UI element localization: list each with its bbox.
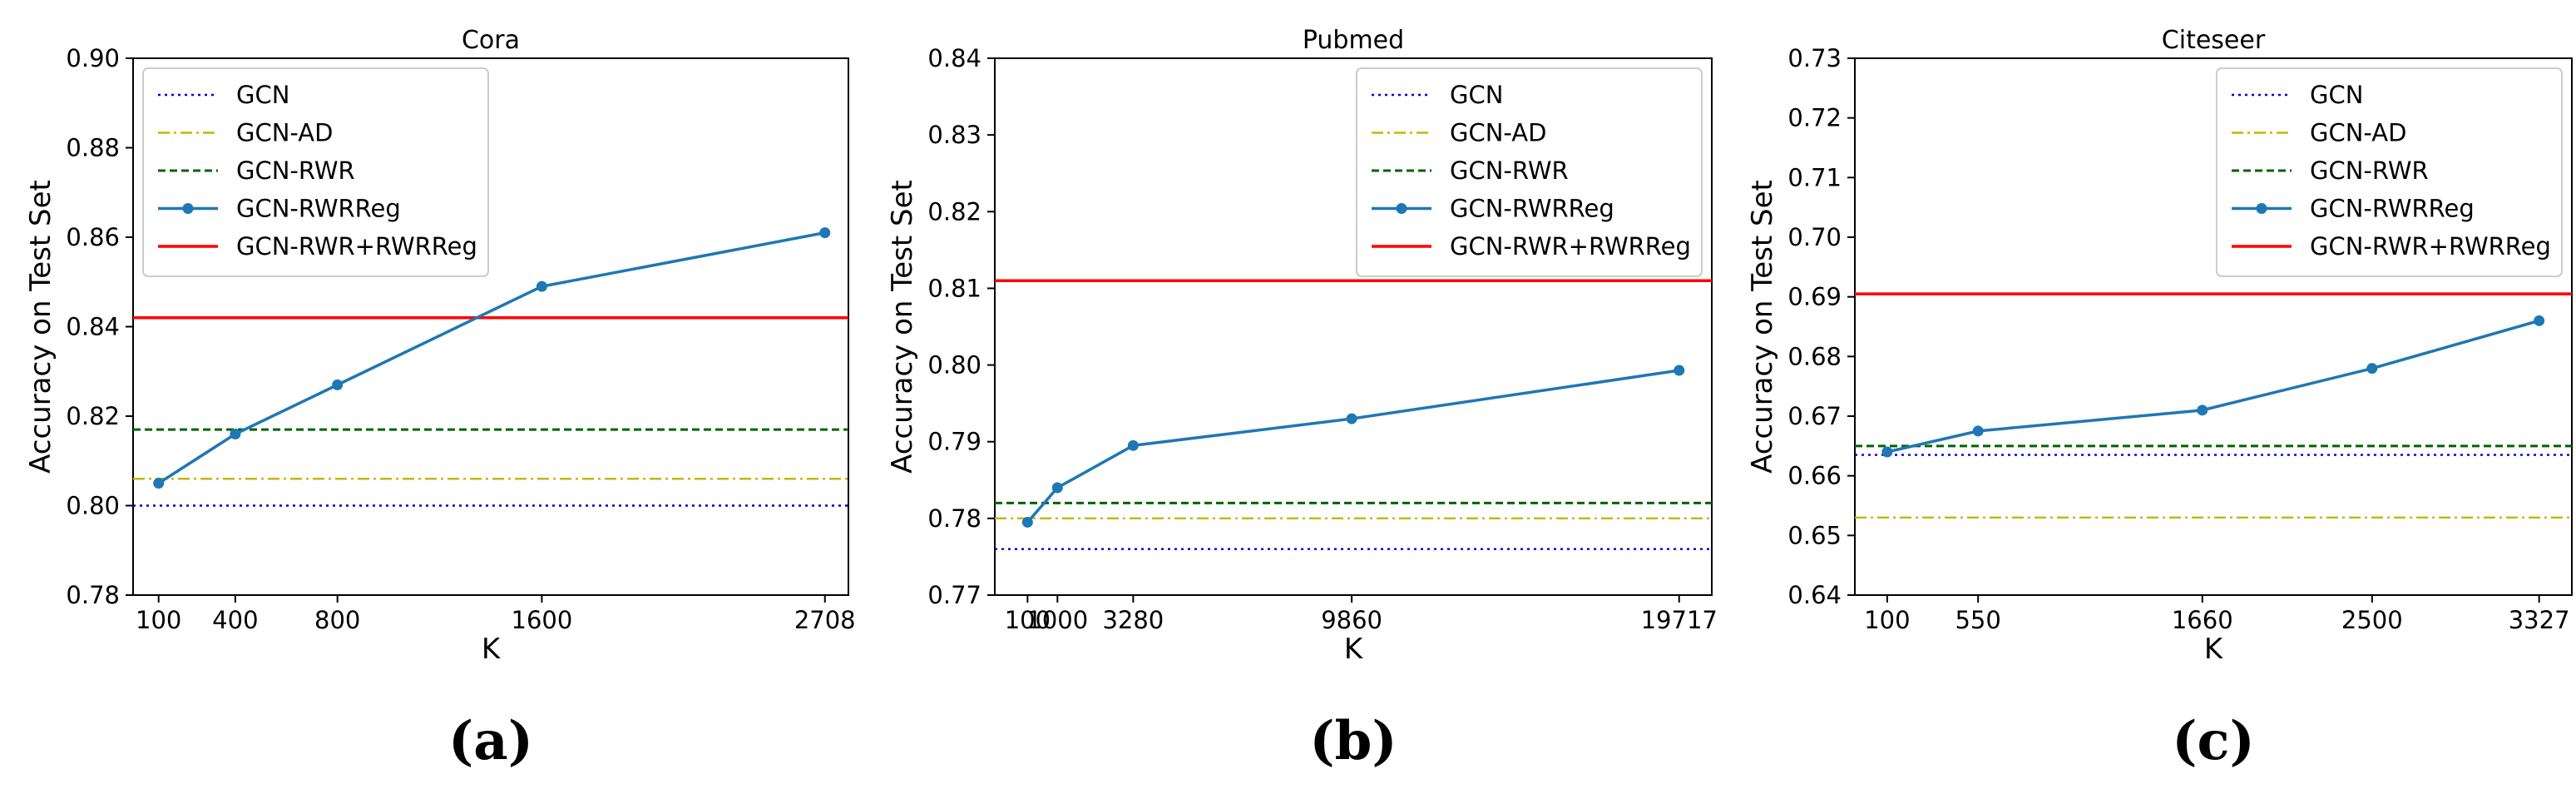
y-tick-label: 0.78 — [66, 581, 120, 609]
legend: GCN GCN-AD GCN-RWR GCN-RWRReg GCN-RWR+RWRReg — [2216, 67, 2563, 277]
legend-label: GCN-RWR+RWRReg — [2310, 232, 2551, 261]
legend-label: GCN-AD — [236, 119, 333, 147]
legend-label: GCN-RWR — [2310, 156, 2429, 185]
data-point — [2366, 363, 2378, 375]
y-tick-label: 0.71 — [1787, 163, 1842, 191]
chart-title: Cora — [462, 26, 520, 55]
x-tick-label: 2708 — [794, 606, 856, 634]
y-axis-label: Accuracy on Test Set — [1746, 180, 1779, 474]
y-tick-label: 0.86 — [66, 223, 120, 251]
legend-label: GCN-AD — [2310, 119, 2406, 147]
x-tick-label: 1000 — [1026, 606, 1088, 634]
data-point — [2197, 404, 2208, 416]
x-tick-label: 1660 — [2172, 606, 2233, 634]
legend-label: GCN-RWRReg — [1450, 195, 1614, 223]
subfigure-caption: (b) — [1309, 710, 1397, 772]
data-point — [1674, 365, 1685, 376]
legend-box — [1356, 67, 1703, 277]
legend-label: GCN-RWRReg — [236, 195, 401, 223]
y-tick-label: 0.84 — [927, 44, 981, 72]
data-point — [1346, 413, 1357, 424]
y-tick-label: 0.83 — [927, 121, 981, 149]
x-tick-label: 100 — [1864, 606, 1910, 634]
y-tick-label: 0.67 — [1787, 402, 1842, 430]
data-point — [1021, 516, 1033, 528]
y-tick-label: 0.81 — [927, 274, 981, 302]
legend-label: GCN-RWR — [236, 156, 355, 185]
x-tick-label: 3280 — [1102, 606, 1164, 634]
y-tick-label: 0.90 — [66, 44, 120, 72]
x-axis-label: K — [482, 633, 502, 666]
data-point — [1972, 425, 1984, 437]
data-point — [1051, 482, 1063, 494]
legend-label: GCN-AD — [1450, 119, 1546, 147]
x-axis-label: K — [2204, 633, 2224, 666]
x-tick-label: 550 — [1955, 606, 2000, 634]
y-tick-label: 0.88 — [66, 134, 120, 162]
legend-label: GCN-RWRReg — [2310, 195, 2475, 223]
y-tick-label: 0.78 — [927, 504, 981, 533]
chart-title: Pubmed — [1303, 26, 1404, 55]
legend-label: GCN — [1450, 81, 1503, 109]
legend-label: GCN-RWR+RWRReg — [1450, 232, 1691, 261]
chart-title: Citeseer — [2162, 26, 2266, 55]
y-tick-label: 0.84 — [66, 313, 120, 341]
y-tick-label: 0.79 — [927, 428, 981, 456]
y-tick-label: 0.69 — [1787, 283, 1842, 311]
data-point — [819, 227, 831, 239]
x-tick-label: 2500 — [2341, 606, 2403, 634]
legend-marker — [1396, 203, 1407, 214]
data-point — [153, 478, 165, 489]
x-tick-label: 100 — [136, 606, 181, 634]
x-tick-label: 800 — [314, 606, 360, 634]
y-tick-label: 0.73 — [1787, 44, 1842, 72]
y-axis-label: Accuracy on Test Set — [24, 180, 57, 474]
panel-cora: Cora 0.78 0.80 0.82 0.84 0.86 0.88 0.90 100 400 80… — [24, 26, 856, 772]
y-tick-label: 0.82 — [927, 197, 981, 226]
subfigure-caption: (c) — [2172, 710, 2255, 772]
legend-box — [142, 67, 489, 277]
legend-label: GCN-RWR — [1450, 156, 1569, 185]
y-axis-label: Accuracy on Test Set — [886, 180, 919, 474]
data-point — [230, 429, 241, 439]
x-tick-label: 400 — [212, 606, 258, 634]
legend-box — [2216, 67, 2563, 277]
legend-label: GCN — [236, 81, 289, 109]
y-tick-label: 0.80 — [927, 351, 981, 380]
data-point — [1881, 446, 1893, 458]
x-tick-label: 100 — [1005, 606, 1051, 634]
legend: GCN GCN-AD GCN-RWR GCN-RWRReg GCN-RWR+RWRReg — [1356, 67, 1703, 277]
x-tick-label: 3327 — [2509, 606, 2570, 634]
legend-marker — [182, 203, 194, 214]
x-tick-label: 19717 — [1641, 606, 1718, 634]
x-axis-label: K — [1344, 633, 1364, 666]
data-point — [1127, 439, 1139, 451]
legend-label: GCN-RWR+RWRReg — [236, 232, 477, 261]
y-tick-label: 0.72 — [1787, 104, 1842, 132]
y-tick-label: 0.64 — [1787, 581, 1842, 609]
x-tick-label: 9860 — [1321, 606, 1382, 634]
y-tick-label: 0.82 — [66, 402, 120, 430]
y-tick-label: 0.77 — [927, 581, 981, 609]
subfigure-caption: (a) — [448, 710, 533, 772]
x-tick-label: 1600 — [512, 606, 573, 634]
panel-pubmed: Pubmed 0.77 0.78 0.79 0.80 0.81 0.82 0.83 0.84 10… — [886, 26, 1718, 772]
data-point — [536, 280, 547, 292]
legend: GCN GCN-AD GCN-RWR GCN-RWRReg GCN-RWR+RWRReg — [142, 67, 489, 277]
data-point — [332, 379, 344, 390]
y-tick-label: 0.70 — [1787, 223, 1842, 251]
legend-label: GCN — [2310, 81, 2363, 109]
y-tick-label: 0.66 — [1787, 462, 1842, 490]
legend-marker — [2256, 203, 2267, 214]
panel-citeseer: Citeseer 0.64 0.65 0.66 0.67 0.68 0.69 0.70 0.71… — [1746, 26, 2573, 772]
y-tick-label: 0.65 — [1787, 521, 1842, 549]
data-point — [2534, 315, 2545, 326]
y-tick-label: 0.80 — [66, 492, 120, 520]
y-tick-label: 0.68 — [1787, 342, 1842, 370]
